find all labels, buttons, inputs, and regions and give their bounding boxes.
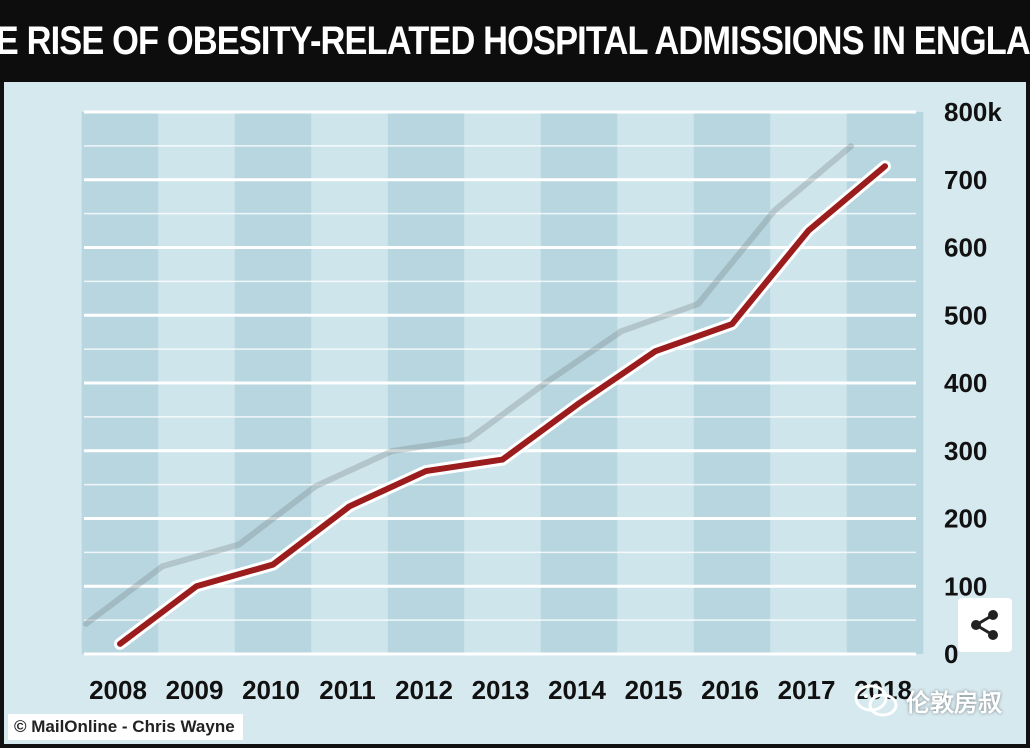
x-tick-label: 2011 xyxy=(319,675,375,705)
title-bar: THE RISE OF OBESITY-RELATED HOSPITAL ADM… xyxy=(0,0,1030,82)
y-tick-label: 200 xyxy=(944,504,987,534)
y-tick-label: 400 xyxy=(944,368,987,398)
x-tick-label: 2017 xyxy=(778,675,836,705)
y-tick-label: 0 xyxy=(944,639,958,669)
watermark-text: 伦敦房叔 xyxy=(906,690,1002,717)
x-tick-label: 2016 xyxy=(701,675,759,705)
x-tick-label: 2014 xyxy=(548,675,606,705)
x-tick-label: 2010 xyxy=(242,675,300,705)
y-tick-label: 500 xyxy=(944,300,987,330)
y-tick-label: 600 xyxy=(944,233,987,263)
y-tick-label: 800k xyxy=(944,97,1002,127)
wechat-icon xyxy=(854,684,898,716)
y-tick-label: 700 xyxy=(944,165,987,195)
x-tick-label: 2012 xyxy=(395,675,453,705)
share-icon xyxy=(971,610,998,640)
x-tick-label: 2013 xyxy=(472,675,530,705)
x-tick-label: 2015 xyxy=(625,675,683,705)
x-tick-label: 2009 xyxy=(166,675,224,705)
line-chart: 0 100 200 300 400 500 600 700 800k 2008 2009 2010 20… xyxy=(81,97,1002,705)
series-line-shadow xyxy=(83,143,854,627)
watermark: 伦敦房叔 xyxy=(854,683,1002,718)
y-tick-label: 100 xyxy=(944,571,987,601)
share-button[interactable] xyxy=(958,598,1012,652)
x-tick-label: 2008 xyxy=(89,675,147,705)
credit-label: © MailOnline - Chris Wayne xyxy=(8,714,243,740)
y-tick-label: 300 xyxy=(944,436,987,466)
series-line xyxy=(117,163,888,647)
chart-title: THE RISE OF OBESITY-RELATED HOSPITAL ADM… xyxy=(0,18,1030,63)
